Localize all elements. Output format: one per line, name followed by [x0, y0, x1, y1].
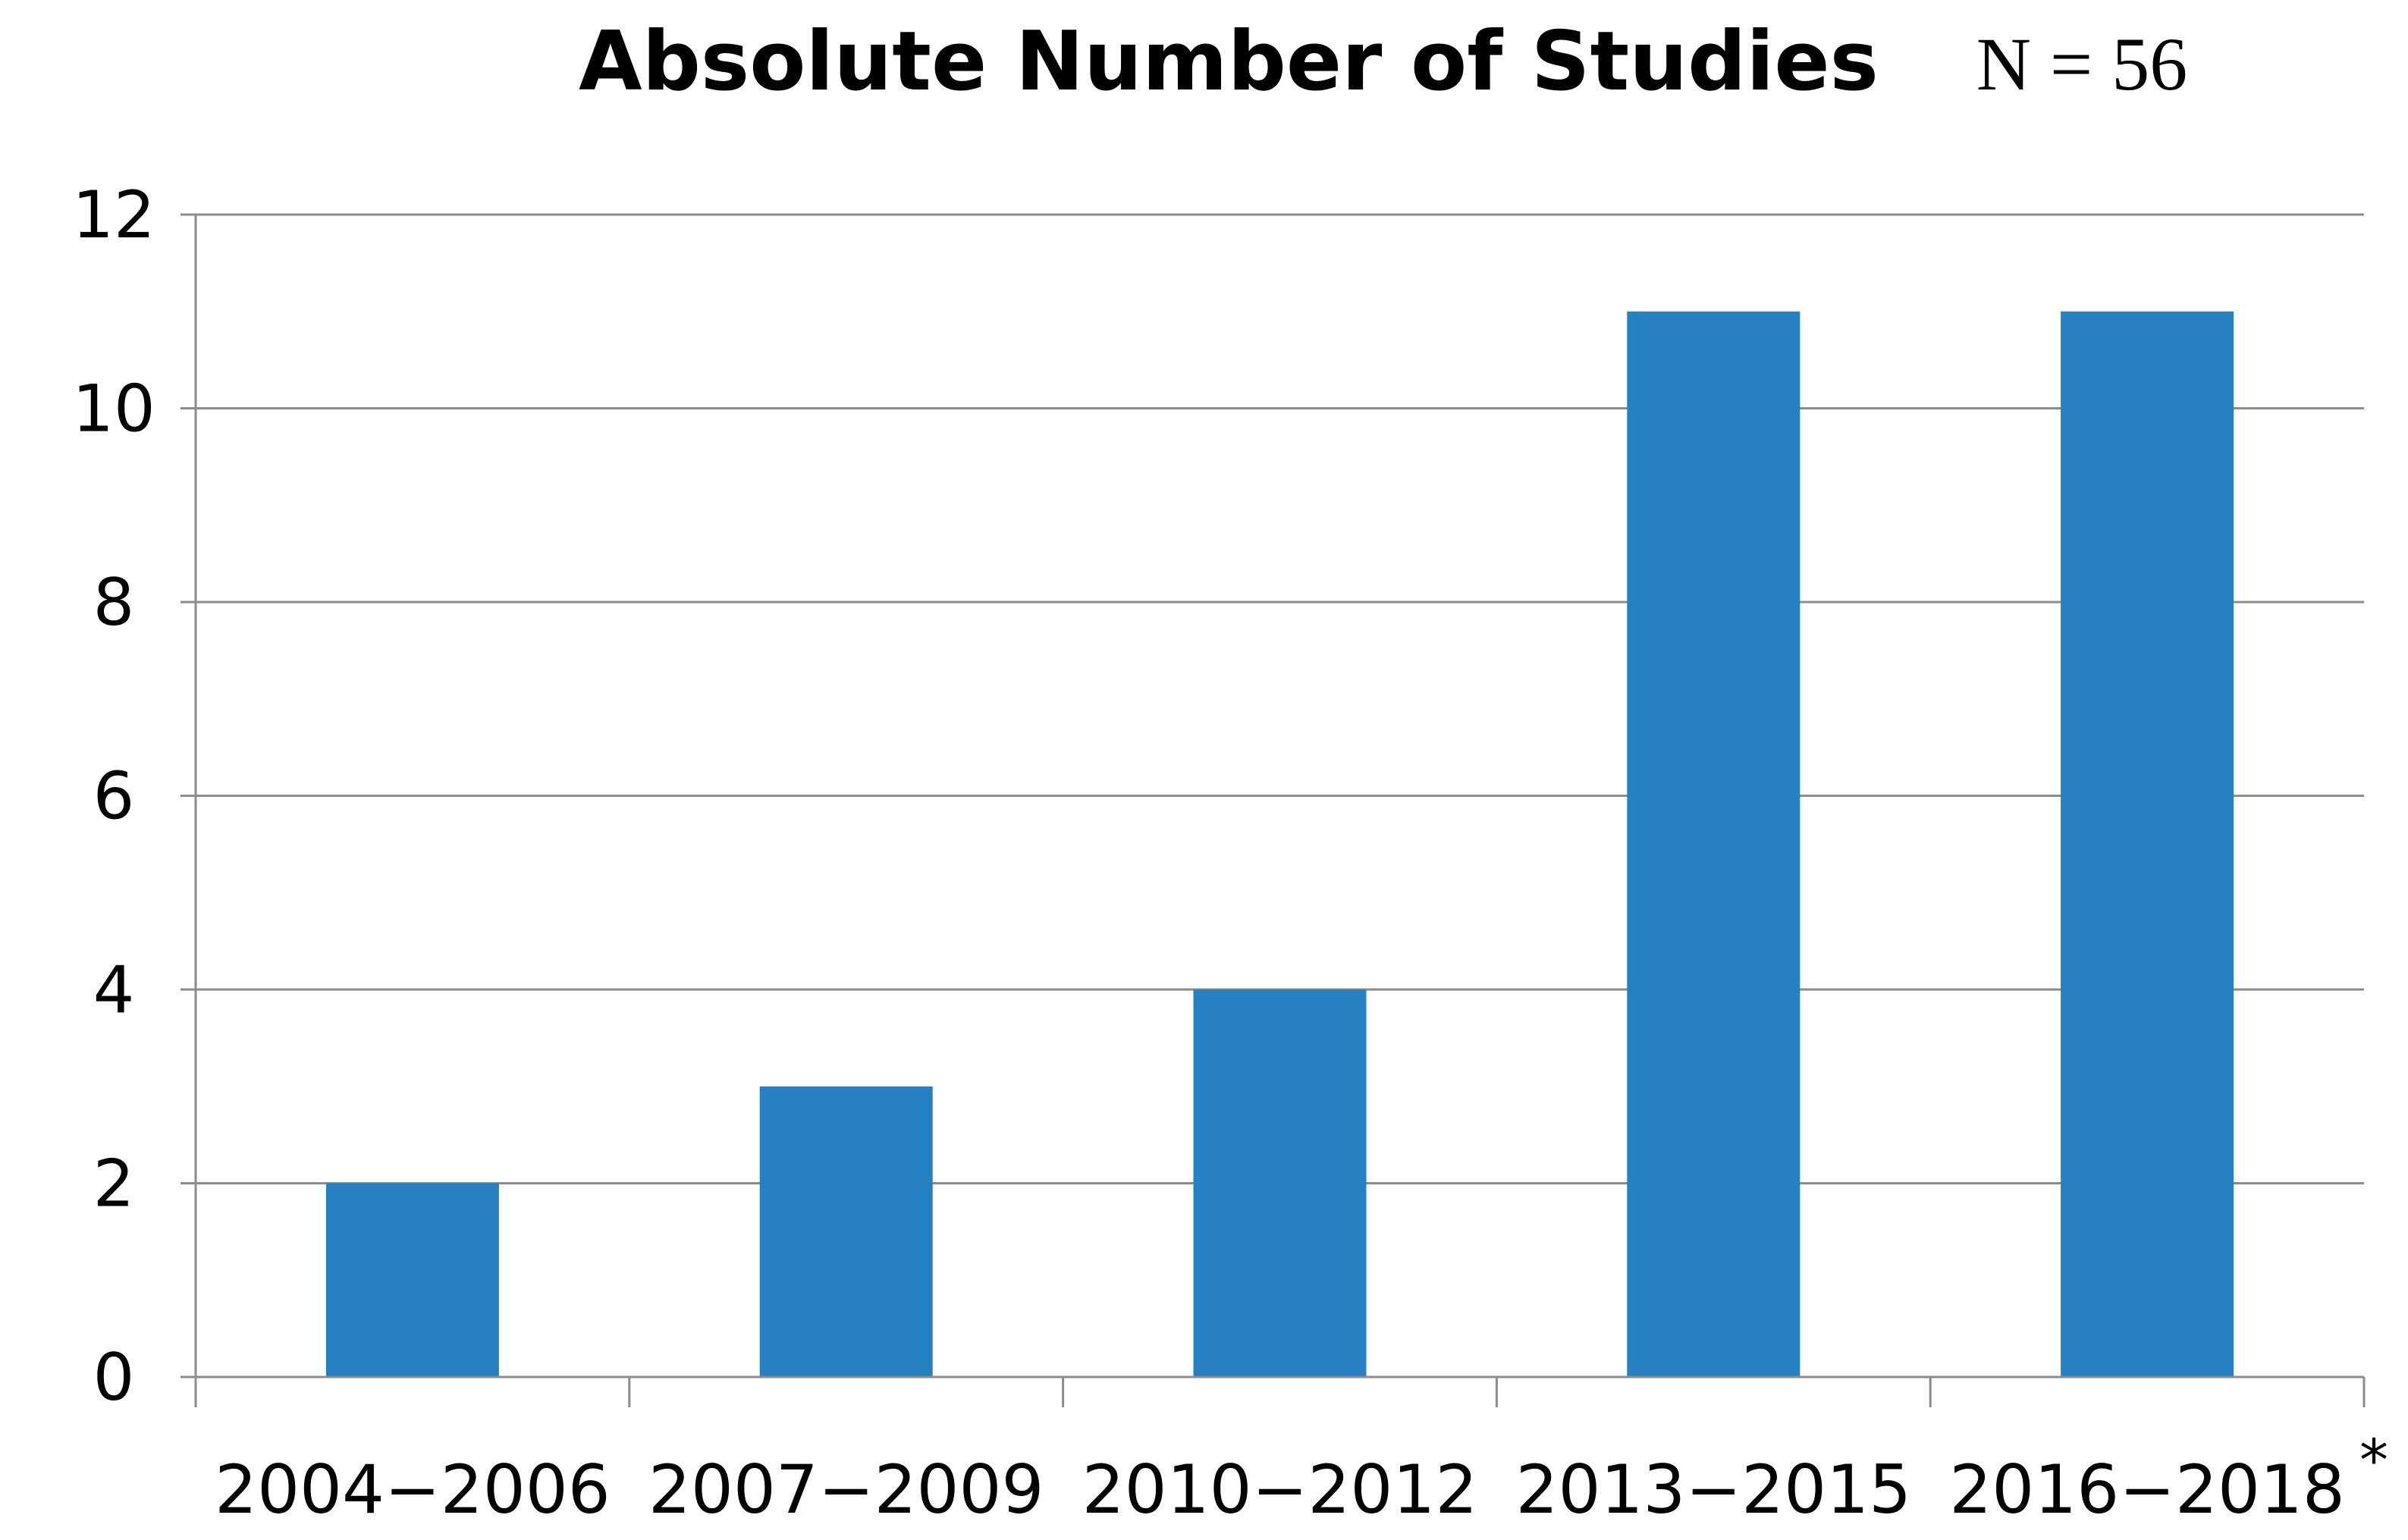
x-tick-label: 2016−2018: [1949, 1451, 2345, 1529]
bar-1: [325, 1183, 499, 1377]
x-axis-tick-labels: 2004−2006 2007−2009 2010−2012 2013−2015 2016…: [215, 1451, 2345, 1529]
x-tick-label: 2007−2009: [648, 1451, 1044, 1529]
y-tick-label: 2: [93, 1146, 135, 1222]
chart-title: Absolute Number of Studies: [579, 14, 1879, 109]
bar-2: [759, 1086, 933, 1377]
x-axis: [181, 1375, 2366, 1407]
y-tick-label: 12: [72, 177, 155, 253]
category-note-asterisk: *: [2359, 1426, 2388, 1494]
gridlines: [181, 213, 2364, 1407]
x-tick-label: 2004−2006: [215, 1451, 611, 1529]
y-tick-label: 4: [93, 952, 135, 1028]
x-tick-label: 2013−2015: [1515, 1451, 1911, 1529]
y-tick-label: 10: [72, 372, 155, 447]
y-tick-label: 0: [93, 1340, 135, 1416]
sample-size-label: N = 56: [1976, 22, 2188, 106]
y-axis-ticks: 0 2 4 6 8 10 12: [72, 177, 155, 1416]
bars: [325, 311, 2234, 1377]
y-tick-label: 6: [93, 759, 135, 835]
y-tick-label: 8: [93, 565, 135, 641]
bar-3: [1193, 990, 1367, 1377]
bar-4: [1627, 311, 1801, 1377]
bar-5: [2061, 311, 2234, 1377]
x-tick-label: 2010−2012: [1082, 1451, 1478, 1529]
